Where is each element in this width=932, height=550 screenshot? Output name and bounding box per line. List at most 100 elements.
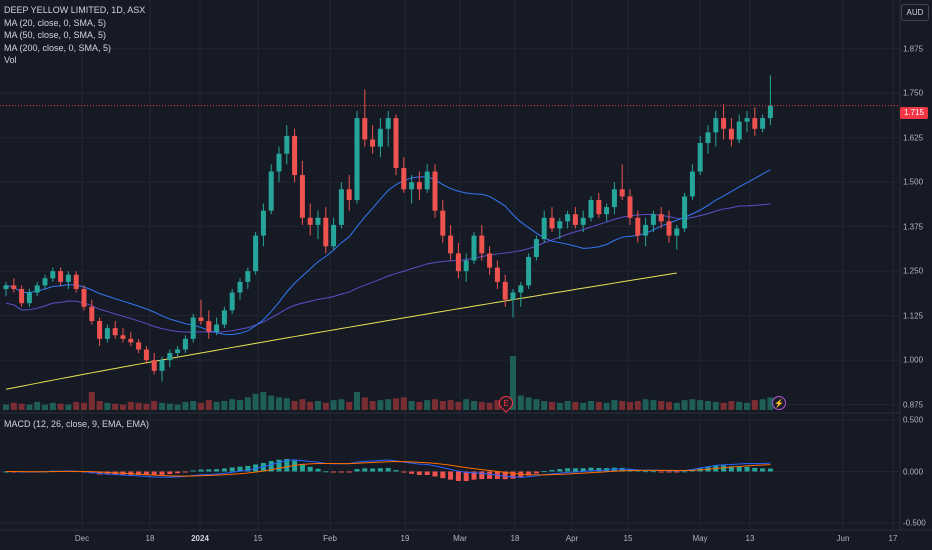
volume-bar [361,397,368,410]
volume-bar [549,401,555,410]
volume-bar [49,402,56,410]
candle-body [494,267,500,282]
volume-bar [354,392,360,410]
macd-histogram-bar [658,471,664,473]
volume-bar [471,401,477,410]
candle-body [510,292,516,300]
candle-body [120,335,126,339]
time-tick-label: 2024 [191,534,209,543]
legend-ma20[interactable]: MA (20, close, 0, SMA, 5) [4,17,107,28]
candle-body [338,189,344,225]
candle-body [424,171,430,190]
volume-bar [712,401,719,410]
candle-body [463,260,469,272]
price-tick-label: 1.500 [903,177,924,187]
candle-body [299,175,305,218]
macd-histogram-bar [565,468,571,472]
candle-body [643,224,649,236]
candle-body [229,292,235,311]
macd-histogram-bar [229,467,235,472]
candle-body [502,281,508,300]
candle-body [752,118,758,129]
candle-body [416,182,422,190]
macd-histogram-bar [526,471,532,476]
candle-body [331,224,337,247]
candle-body [760,118,766,129]
volume-bar [541,401,548,410]
macd-histogram-bar [190,470,196,472]
candle-body [409,182,415,190]
volume-bar [338,399,345,410]
candle-body [89,306,95,322]
volume-bar [182,401,189,410]
candle-body [362,118,368,140]
price-tick-label: 1.000 [903,355,924,365]
candle-body [143,349,149,361]
macd-histogram-bar [533,471,539,474]
legend-volume[interactable]: Vol [4,55,17,65]
candle-body [697,143,703,172]
volume-bar [463,399,470,410]
macd-histogram-bar [448,471,454,480]
candle-body [604,207,610,215]
macd-histogram-bar [315,468,321,472]
candle-body [541,217,547,240]
macd-histogram-bar [268,461,274,472]
candle-body [11,285,17,289]
volume-bar [120,404,126,410]
macd-histogram-bar [752,467,758,472]
macd-histogram-bar [557,469,563,472]
price-tick-label: 1.875 [903,44,924,54]
macd-histogram-bar [292,460,298,472]
macd-histogram-bar [307,466,313,472]
macd-histogram-bar [338,471,344,473]
candle-body [65,274,71,282]
volume-bar [510,356,516,410]
volume-bar [81,402,87,410]
volume-bar [517,395,524,410]
candle-body [471,235,477,261]
candle-body [58,271,64,282]
volume-bar [564,401,571,410]
candle-body [260,210,266,236]
ma200-line [5,272,677,390]
volume-bar [720,402,727,410]
dividend-event-icon[interactable]: ⚡ [772,396,786,410]
candle-body [151,360,157,371]
macd-histogram-bar [744,466,750,472]
volume-bar [205,400,212,410]
candle-body [650,214,656,225]
candle-body [112,328,118,336]
volume-bar [627,401,633,410]
legend-ma50[interactable]: MA (50, close, 0, SMA, 5) [4,30,107,40]
volume-bar [42,404,48,410]
currency-button[interactable]: AUD [901,4,929,21]
legend-ma200[interactable]: MA (200, close, 0, SMA, 5) [4,42,112,53]
time-tick-label: 18 [510,534,520,543]
candle-body [619,189,625,197]
macd-legend[interactable]: MACD (12, 26, close, 9, EMA, EMA) [4,419,150,429]
candle-body [292,135,298,176]
volume-bar [697,400,704,410]
macd-histogram-bar [549,470,555,472]
candle-body [736,121,742,140]
volume-bar [416,401,423,410]
candle-body [346,189,352,200]
volume-bar [34,401,41,410]
candle-body [385,118,391,129]
volume-bar [65,404,72,410]
volume-bar [159,402,165,410]
price-tick-label: 1.750 [903,88,924,98]
volume-bar [268,395,275,410]
volume-bar [10,402,17,410]
time-tick-label: 15 [253,534,263,543]
candle-body [3,285,9,289]
macd-histogram-bar [214,469,220,472]
candle-body [104,328,110,339]
volume-bar [377,400,384,410]
macd-histogram-bar [502,471,508,480]
volume-bar [588,401,594,410]
time-tick-label: 19 [400,534,410,543]
volume-bar [424,400,431,410]
